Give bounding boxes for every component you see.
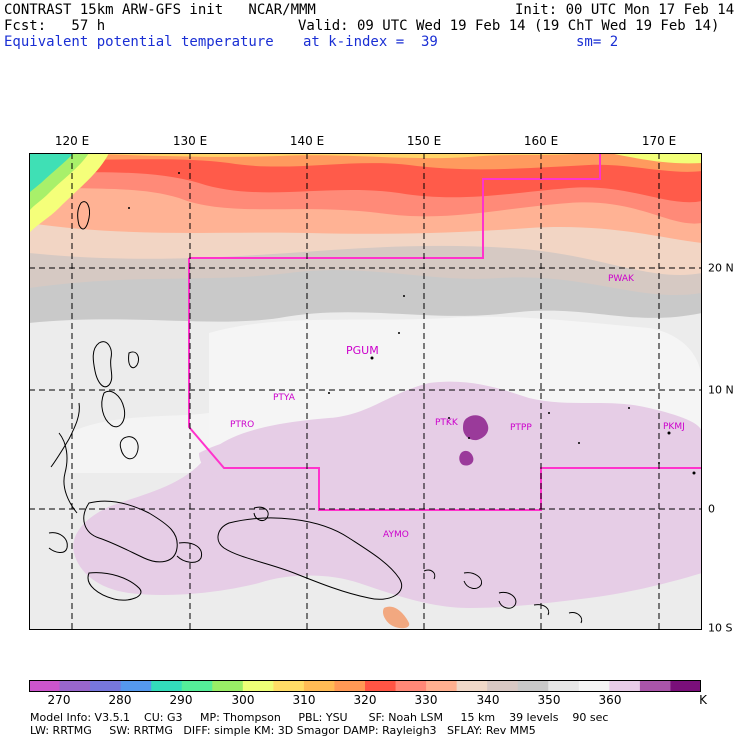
high-theta-e-spot xyxy=(463,415,489,441)
model-title: CONTRAST 15km ARW-GFS init NCAR/MMM xyxy=(4,2,316,18)
colorbar-swatch xyxy=(334,680,366,692)
model-info-line1: Model Info: V3.5.1 CU: G3 MP: Thompson P… xyxy=(30,711,609,724)
colorbar-swatch xyxy=(578,680,610,692)
colorbar-swatch xyxy=(59,680,91,692)
colorbar-tick-340: 340 xyxy=(476,693,500,707)
station-aymo: AYMO xyxy=(383,530,409,540)
colorbar-tick-270: 270 xyxy=(47,693,71,707)
lon-label-140: 140 E xyxy=(289,134,325,148)
lat-label-0: 0 xyxy=(708,502,715,516)
colorbar-frame xyxy=(29,680,701,692)
lon-label-130: 130 E xyxy=(172,134,208,148)
smoothing: sm= 2 xyxy=(576,34,619,50)
colorbar-tick-360: 360 xyxy=(598,693,622,707)
colorbar-tick-320: 320 xyxy=(353,693,377,707)
colorbar-swatch xyxy=(303,680,335,692)
colorbar-swatch xyxy=(639,680,671,692)
map-frame xyxy=(29,153,702,630)
lon-label-150: 150 E xyxy=(406,134,442,148)
colorbar-swatch xyxy=(29,680,61,692)
station-pgum: PGUM xyxy=(346,344,379,357)
colorbar-tick-310: 310 xyxy=(292,693,316,707)
colorbar-swatch xyxy=(609,680,641,692)
colorbar-swatch xyxy=(212,680,244,692)
lat-label-20n: 20 N xyxy=(708,261,734,275)
lon-label-160: 160 E xyxy=(523,134,559,148)
colorbar-swatch xyxy=(242,680,274,692)
coastlines xyxy=(48,201,583,624)
station-ptro: PTRO xyxy=(230,420,254,430)
colorbar-swatch xyxy=(426,680,458,692)
lat-lon-grid xyxy=(29,153,702,630)
station-ptya: PTYA xyxy=(273,393,296,403)
colorbar-swatch xyxy=(670,680,701,692)
forecast-hour: Fcst: 57 h xyxy=(4,18,106,34)
lon-label-120: 120 E xyxy=(54,134,90,148)
colorbar xyxy=(29,680,701,692)
lon-label-170: 170 E xyxy=(641,134,677,148)
colorbar-tick-290: 290 xyxy=(169,693,193,707)
station-ptpp: PTPP xyxy=(510,423,532,433)
colorbar-tick-280: 280 xyxy=(108,693,132,707)
colorbar-unit: K xyxy=(699,693,707,707)
colorbar-tick-330: 330 xyxy=(414,693,438,707)
init-time: Init: 00 UTC Mon 17 Feb 14 xyxy=(515,2,735,18)
model-info-line2: LW: RRTMG SW: RRTMG DIFF: simple KM: 3D … xyxy=(30,724,536,737)
theta-e-map: PWAK PGUM PTYA PTRO PTKK PTPP PKMJ AYMO xyxy=(29,153,702,630)
field-name: Equivalent potential temperature xyxy=(4,34,274,50)
colorbar-swatch xyxy=(90,680,122,692)
valid-time: Valid: 09 UTC Wed 19 Feb 14 (19 ChT Wed … xyxy=(298,18,720,34)
lat-label-10s: 10 S xyxy=(708,621,733,635)
colorbar-swatch xyxy=(487,680,519,692)
colorbar-swatch xyxy=(395,680,427,692)
colorbar-swatch xyxy=(456,680,488,692)
station-pwak: PWAK xyxy=(608,274,635,284)
colorbar-swatch xyxy=(120,680,152,692)
colorbar-swatch xyxy=(365,680,397,692)
colorbar-tick-350: 350 xyxy=(537,693,561,707)
colorbar-tick-300: 300 xyxy=(231,693,255,707)
colorbar-swatch xyxy=(517,680,549,692)
level-index: at k-index = 39 xyxy=(303,34,438,50)
lat-label-10n: 10 N xyxy=(708,383,734,397)
station-ptkk: PTKK xyxy=(435,418,459,428)
colorbar-swatch xyxy=(548,680,580,692)
colorbar-swatch xyxy=(181,680,213,692)
colorbar-swatch xyxy=(273,680,305,692)
colorbar-swatch xyxy=(151,680,183,692)
station-pkmj: PKMJ xyxy=(663,422,685,432)
